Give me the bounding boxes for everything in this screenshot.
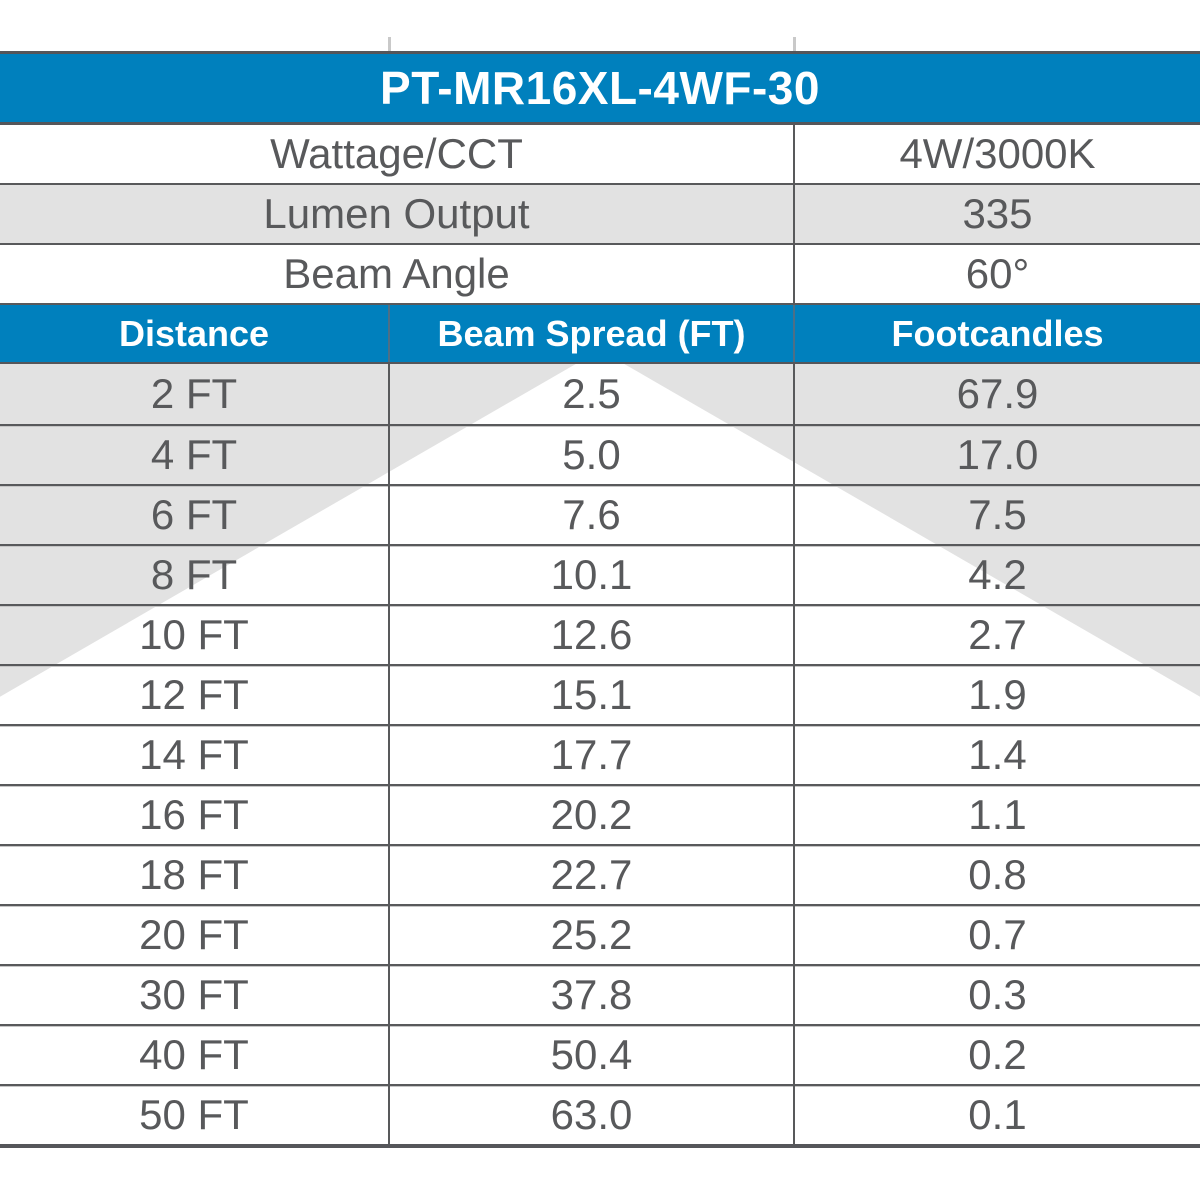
footcandles-cell: 0.7 [968,911,1027,958]
model-number: PT-MR16XL-4WF-30 [380,62,820,114]
column-tick-mark [793,37,796,51]
distance-cell: 30 FT [0,966,390,1024]
distance-column-header: Distance [0,305,390,362]
table-row: 10 FT 12.6 2.7 [0,604,1200,664]
distance-cell: 6 FT [0,486,390,544]
footcandles-cell: 7.5 [968,491,1027,538]
beam-spread-cell: 2.5 [390,364,795,424]
spec-row-wattage: Wattage/CCT 4W/3000K [0,125,1200,185]
footcandles-cell: 4.2 [968,551,1027,598]
footcandles-cell: 0.8 [968,851,1027,898]
beam-spread-cell: 12.6 [390,606,795,664]
wattage-cct-label: Wattage/CCT [0,125,795,183]
distance-cell: 10 FT [0,606,390,664]
table-row: 20 FT 25.2 0.7 [0,904,1200,964]
distance-cell: 20 FT [0,906,390,964]
spec-row-beam-angle: Beam Angle 60° [0,245,1200,305]
distance-cell: 8 FT [0,546,390,604]
beam-spread-column-header: Beam Spread (FT) [390,305,795,362]
distance-cell: 16 FT [0,786,390,844]
beam-spread-cell: 22.7 [390,846,795,904]
footcandles-cell: 1.1 [968,791,1027,838]
lumen-output-value: 335 [962,190,1033,237]
beam-spread-cell: 17.7 [390,726,795,784]
beam-spread-cell: 20.2 [390,786,795,844]
beam-spread-cell: 15.1 [390,666,795,724]
table-row: 40 FT 50.4 0.2 [0,1024,1200,1084]
distance-cell: 18 FT [0,846,390,904]
distance-cell: 14 FT [0,726,390,784]
distance-cell: 2 FT [0,364,390,424]
column-tick-mark [388,37,391,51]
distance-cell: 40 FT [0,1026,390,1084]
beam-spread-cell: 5.0 [390,426,795,484]
beam-spread-cell: 25.2 [390,906,795,964]
footcandles-cell: 0.3 [968,971,1027,1018]
photometric-data-rows: 2 FT 2.5 67.9 4 FT 5.0 17.0 6 FT 7.6 7.5… [0,364,1200,1144]
table-row: 6 FT 7.6 7.5 [0,484,1200,544]
footcandles-column-header: Footcandles [891,312,1104,354]
distance-cell: 12 FT [0,666,390,724]
table-row: 4 FT 5.0 17.0 [0,424,1200,484]
table-row: 30 FT 37.8 0.3 [0,964,1200,1024]
wattage-cct-value: 4W/3000K [899,130,1096,177]
footcandles-cell: 67.9 [956,370,1039,417]
beam-angle-value: 60° [965,250,1030,297]
footcandles-cell: 1.9 [968,671,1027,718]
table-row: 50 FT 63.0 0.1 [0,1084,1200,1144]
photometric-column-headers: Distance Beam Spread (FT) Footcandles [0,305,1200,364]
beam-spread-cell: 10.1 [390,546,795,604]
distance-cell: 4 FT [0,426,390,484]
table-row: 8 FT 10.1 4.2 [0,544,1200,604]
beam-spread-cell: 63.0 [390,1086,795,1144]
lumen-output-label: Lumen Output [0,185,795,243]
footcandles-cell: 17.0 [956,431,1039,478]
table-row: 16 FT 20.2 1.1 [0,784,1200,844]
footcandles-cell: 0.1 [968,1091,1027,1138]
beam-spread-cell: 7.6 [390,486,795,544]
footcandles-cell: 1.4 [968,731,1027,778]
beam-spread-cell: 50.4 [390,1026,795,1084]
spec-row-lumen: Lumen Output 335 [0,185,1200,245]
distance-cell: 50 FT [0,1086,390,1144]
footcandles-cell: 0.2 [968,1031,1027,1078]
table-row: 14 FT 17.7 1.4 [0,724,1200,784]
beam-angle-label: Beam Angle [0,245,795,303]
table-row: 12 FT 15.1 1.9 [0,664,1200,724]
photometric-spec-table: PT-MR16XL-4WF-30 Wattage/CCT 4W/3000K Lu… [0,51,1200,1148]
table-row: 2 FT 2.5 67.9 [0,364,1200,424]
model-title-bar: PT-MR16XL-4WF-30 [0,54,1200,125]
footcandles-cell: 2.7 [968,611,1027,658]
table-row: 18 FT 22.7 0.8 [0,844,1200,904]
beam-spread-cell: 37.8 [390,966,795,1024]
